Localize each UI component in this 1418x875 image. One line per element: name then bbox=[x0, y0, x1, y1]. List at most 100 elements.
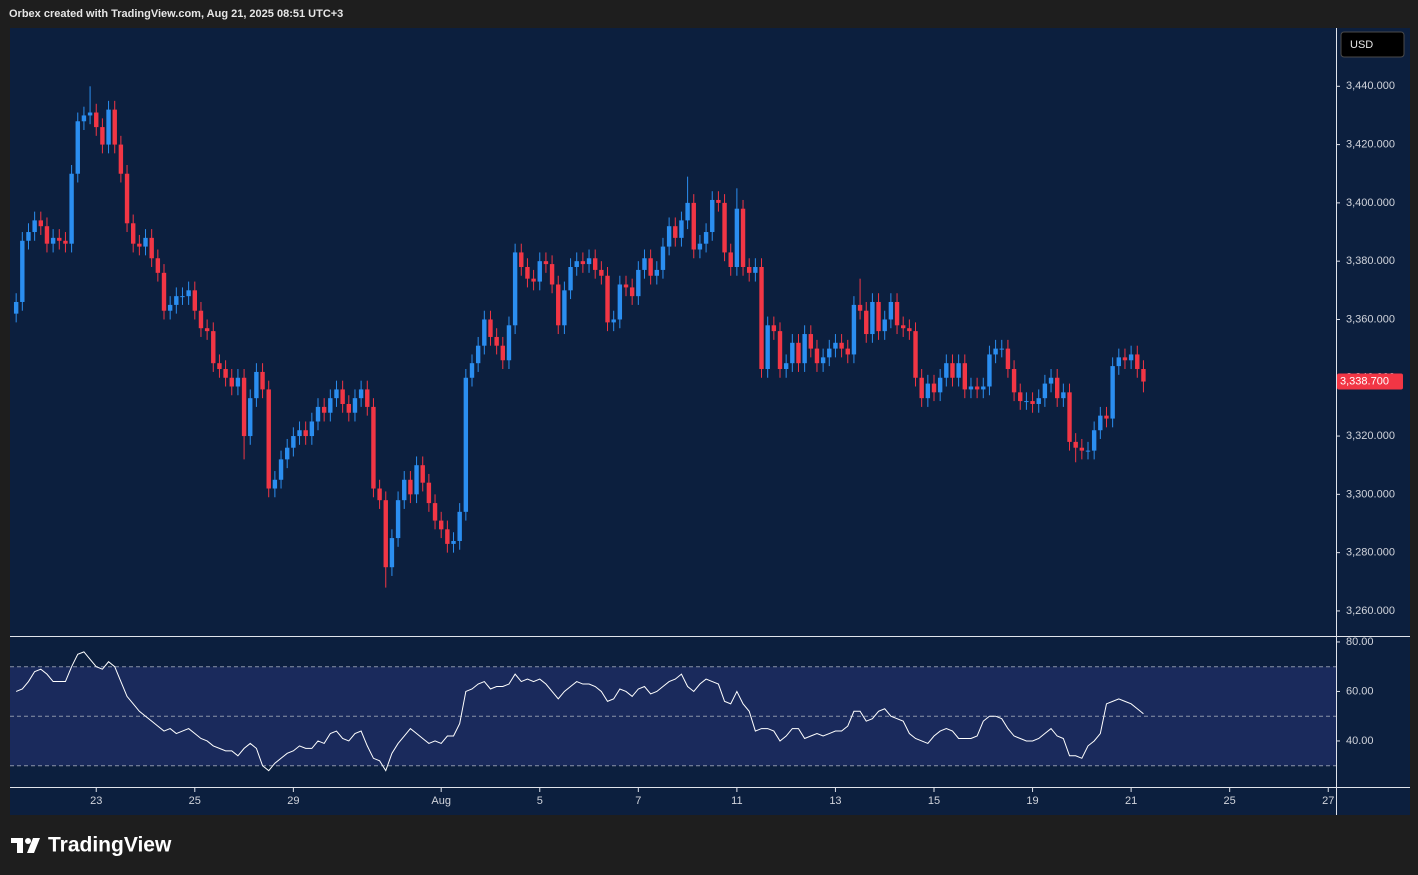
candle-body bbox=[654, 269, 659, 276]
candle-body bbox=[346, 403, 351, 413]
candle-body bbox=[229, 377, 234, 387]
candle-body bbox=[827, 348, 832, 358]
candle-body bbox=[75, 121, 80, 174]
candle-body bbox=[562, 290, 567, 326]
candle-body bbox=[1122, 357, 1128, 361]
candle-body bbox=[636, 269, 641, 297]
candle-body bbox=[420, 465, 425, 483]
candle-body bbox=[260, 371, 265, 390]
rsi-tick-label: 80.00 bbox=[1346, 636, 1374, 648]
candle-body bbox=[445, 529, 450, 544]
candle-body bbox=[457, 511, 462, 541]
plot-layer: 3,260.0003,280.0003,300.0003,320.0003,34… bbox=[13, 80, 1403, 807]
candle-body bbox=[845, 348, 850, 355]
candle-body bbox=[87, 112, 93, 116]
x-tick-label: 5 bbox=[537, 795, 543, 807]
candle-body bbox=[537, 261, 542, 282]
candle-body bbox=[81, 115, 87, 122]
candle-body bbox=[556, 284, 561, 326]
currency-label[interactable]: USD bbox=[1350, 39, 1373, 51]
candle-body bbox=[488, 319, 493, 337]
candle-body bbox=[475, 345, 481, 364]
x-tick-label: 25 bbox=[189, 795, 201, 807]
candle-body bbox=[328, 398, 333, 413]
candle-body bbox=[716, 199, 721, 203]
candle-body bbox=[771, 325, 777, 332]
candle-body bbox=[913, 331, 918, 378]
x-tick-label: 15 bbox=[928, 795, 940, 807]
candle-body bbox=[211, 331, 216, 364]
candle-body bbox=[432, 503, 438, 521]
candle-body bbox=[586, 258, 592, 265]
logo-part bbox=[25, 838, 31, 844]
candle-body bbox=[149, 237, 154, 259]
candle-body bbox=[882, 319, 887, 332]
x-tick-label: 13 bbox=[829, 795, 841, 807]
candle-body bbox=[833, 342, 838, 349]
currency-button[interactable] bbox=[1340, 31, 1405, 58]
candle-body bbox=[130, 223, 136, 244]
candle-body bbox=[352, 398, 358, 413]
candle-body bbox=[500, 345, 505, 361]
candle-body bbox=[907, 328, 912, 332]
candle-body bbox=[371, 406, 376, 489]
candle-body bbox=[1054, 377, 1060, 399]
candle-body bbox=[506, 325, 512, 361]
candle-body bbox=[315, 406, 321, 422]
candle-body bbox=[112, 109, 117, 145]
candle-body bbox=[525, 267, 530, 279]
footer-logo: TradingView bbox=[48, 834, 172, 857]
candle-body bbox=[389, 538, 395, 568]
x-tick-label: 29 bbox=[287, 795, 299, 807]
candle-body bbox=[1141, 369, 1146, 382]
y-tick-label: 3,320.000 bbox=[1346, 430, 1395, 442]
candle-body bbox=[519, 252, 524, 268]
candle-body bbox=[666, 226, 672, 247]
candle-body bbox=[648, 258, 653, 276]
y-tick-label: 3,380.000 bbox=[1346, 255, 1395, 267]
candle-body bbox=[395, 500, 401, 539]
candle-body bbox=[198, 310, 204, 329]
candle-body bbox=[660, 246, 666, 270]
candle-body bbox=[851, 304, 857, 355]
candle-body bbox=[839, 342, 844, 349]
candle-body bbox=[746, 267, 752, 273]
candle-body bbox=[143, 237, 148, 247]
x-tick-label: 23 bbox=[90, 795, 102, 807]
candle-body bbox=[438, 520, 444, 530]
candle-body bbox=[1104, 415, 1109, 419]
candle-body bbox=[617, 284, 623, 320]
y-tick-label: 3,300.000 bbox=[1346, 488, 1395, 500]
candle-body bbox=[728, 252, 733, 268]
candle-body bbox=[549, 264, 555, 285]
candle-body bbox=[402, 479, 407, 501]
candle-body bbox=[284, 447, 290, 460]
candle-body bbox=[808, 334, 813, 349]
candle-body bbox=[241, 377, 247, 437]
candle-body bbox=[703, 232, 709, 244]
time-axis-area bbox=[10, 788, 1336, 815]
candle-body bbox=[309, 421, 315, 437]
candle-body bbox=[377, 488, 382, 501]
candle-body bbox=[599, 269, 604, 276]
candle-body bbox=[1098, 415, 1103, 431]
candle-body bbox=[50, 237, 56, 244]
candle-body bbox=[482, 319, 487, 346]
candle-body bbox=[697, 243, 703, 250]
candle-body bbox=[765, 325, 770, 370]
candle-body bbox=[987, 354, 992, 387]
candle-body bbox=[759, 267, 764, 370]
candle-body bbox=[685, 202, 690, 221]
candle-body bbox=[408, 479, 413, 495]
candle-body bbox=[57, 237, 62, 241]
candle-body bbox=[94, 112, 99, 128]
y-tick-label: 3,420.000 bbox=[1346, 138, 1395, 150]
header-text: Orbex created with TradingView.com, Aug … bbox=[9, 8, 343, 20]
candle-body bbox=[722, 202, 727, 253]
candle-body bbox=[383, 500, 388, 568]
x-tick-label: 25 bbox=[1224, 795, 1236, 807]
candle-body bbox=[919, 377, 924, 399]
candle-body bbox=[204, 328, 210, 332]
candle-body bbox=[857, 304, 863, 311]
